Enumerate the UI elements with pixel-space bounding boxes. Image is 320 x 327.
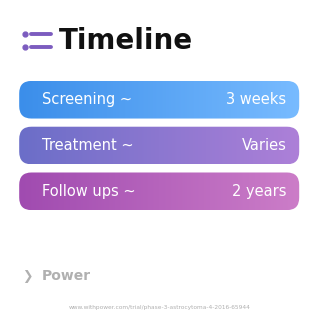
Text: www.withpower.com/trial/phase-3-astrocytoma-4-2016-65944: www.withpower.com/trial/phase-3-astrocyt…	[69, 305, 251, 310]
Text: Power: Power	[42, 269, 91, 283]
Text: ❯: ❯	[22, 270, 33, 283]
Text: 2 years: 2 years	[232, 184, 286, 199]
Text: Follow ups ~: Follow ups ~	[42, 184, 135, 199]
FancyBboxPatch shape	[19, 81, 299, 119]
FancyBboxPatch shape	[19, 127, 299, 164]
Text: 3 weeks: 3 weeks	[226, 92, 286, 107]
Text: Screening ~: Screening ~	[42, 92, 132, 107]
Text: Treatment ~: Treatment ~	[42, 138, 133, 153]
Text: Varies: Varies	[242, 138, 286, 153]
FancyBboxPatch shape	[19, 173, 299, 210]
Text: Timeline: Timeline	[59, 27, 193, 55]
